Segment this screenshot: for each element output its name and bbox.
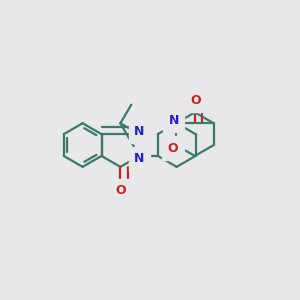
Text: O: O bbox=[115, 184, 126, 197]
Text: N: N bbox=[134, 125, 144, 138]
Text: N: N bbox=[134, 152, 144, 165]
Text: N: N bbox=[169, 114, 179, 127]
Text: O: O bbox=[168, 142, 178, 154]
Text: O: O bbox=[190, 94, 200, 106]
